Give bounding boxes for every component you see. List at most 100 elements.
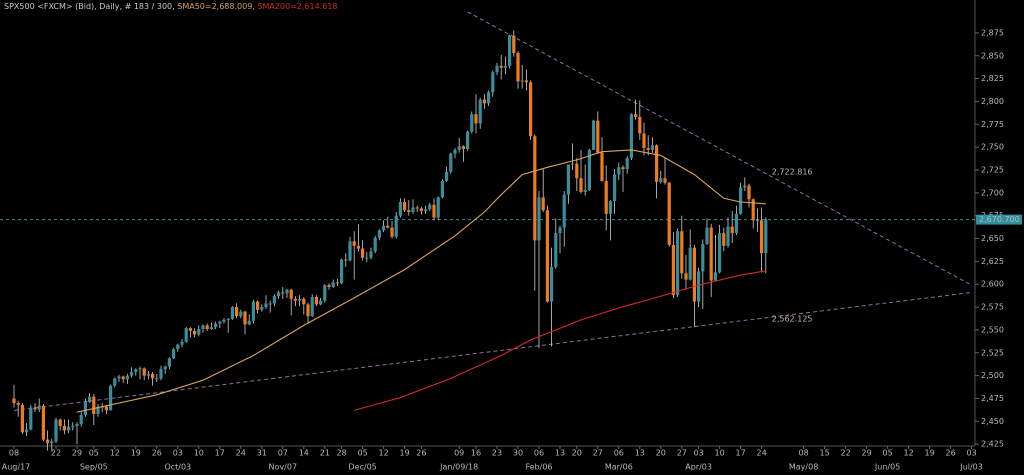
x-tick-label: 16 xyxy=(471,449,481,458)
x-major-label: Dec/05 xyxy=(348,463,376,472)
candle-body xyxy=(457,146,461,150)
x-tick-label: 12 xyxy=(379,449,389,458)
candle-body xyxy=(146,373,150,376)
x-tick-label: 19 xyxy=(400,449,410,458)
y-tick-label: 2,500 xyxy=(981,371,1004,380)
x-tick-label: 19 xyxy=(131,449,141,458)
candle-body xyxy=(235,307,239,317)
candle-body xyxy=(365,257,369,259)
candle-body xyxy=(159,369,163,379)
x-tick-label: 13 xyxy=(555,449,565,458)
x-tick-label: 31 xyxy=(257,449,267,458)
y-tick-label: 2,850 xyxy=(981,51,1004,60)
x-tick-label: 03 xyxy=(694,449,704,458)
candle-body xyxy=(222,319,226,322)
candle-body xyxy=(625,158,629,170)
candle-body xyxy=(369,251,373,258)
candle-body xyxy=(41,405,45,440)
trendline-label: 2,562.125 xyxy=(772,314,813,323)
candle-body xyxy=(415,207,419,209)
candle-body xyxy=(613,174,617,202)
candle-body xyxy=(340,259,344,284)
candle-body xyxy=(512,35,516,54)
candle-body xyxy=(734,213,738,234)
y-tick-label: 2,800 xyxy=(981,97,1004,106)
x-tick-label: 30 xyxy=(513,449,523,458)
candle-body xyxy=(583,190,587,192)
candle-body xyxy=(251,301,255,321)
candle-body xyxy=(713,272,717,281)
candle-body xyxy=(579,178,583,192)
candle-body xyxy=(281,292,285,294)
x-tick-label: 22 xyxy=(51,449,61,458)
candle-body xyxy=(167,358,171,367)
candle-body xyxy=(260,307,264,310)
candle-body xyxy=(356,245,360,249)
candle-body xyxy=(121,376,125,380)
x-tick-label: 05 xyxy=(358,449,368,458)
candle-body xyxy=(684,273,688,280)
candle-body xyxy=(659,178,663,182)
x-tick-label: 26 xyxy=(152,449,162,458)
x-tick-label: 13 xyxy=(635,449,645,458)
candle-body xyxy=(688,247,692,280)
candle-body xyxy=(575,163,579,179)
candle-body xyxy=(419,208,423,212)
x-major-label: Mar/06 xyxy=(605,463,633,472)
candle-body xyxy=(566,164,570,195)
x-tick-label: 20 xyxy=(656,449,666,458)
candle-body xyxy=(554,233,558,267)
x-tick-label: 08 xyxy=(799,449,809,458)
x-tick-label: 27 xyxy=(677,449,687,458)
candle-body xyxy=(54,419,58,442)
last-price-label: 2,670.700 xyxy=(979,215,1020,224)
candle-body xyxy=(718,233,722,273)
candle-body xyxy=(331,282,335,287)
x-tick-label: 15 xyxy=(820,449,830,458)
candle-body xyxy=(646,148,650,150)
candle-body xyxy=(529,82,533,137)
candle-body xyxy=(739,187,743,214)
candle-body xyxy=(407,210,411,213)
candle-body xyxy=(188,328,192,331)
candle-body xyxy=(482,99,486,104)
candle-body xyxy=(83,402,87,415)
candle-body xyxy=(155,378,159,380)
x-tick-label: 17 xyxy=(736,449,746,458)
candle-body xyxy=(172,349,176,359)
candle-body xyxy=(495,65,499,73)
candle-body xyxy=(722,233,726,246)
candle-body xyxy=(650,145,654,150)
candle-body xyxy=(46,439,50,444)
candle-body xyxy=(390,227,394,237)
candle-body xyxy=(302,298,306,305)
candle-body xyxy=(243,311,247,325)
x-tick-label: 29 xyxy=(862,449,872,458)
candle-body xyxy=(201,325,205,330)
candle-body xyxy=(104,406,108,411)
x-tick-label: 12 xyxy=(110,449,120,458)
x-tick-label: 26 xyxy=(416,449,426,458)
candle-body xyxy=(327,285,331,287)
candle-body xyxy=(361,248,365,258)
candle-body xyxy=(230,307,234,319)
candle-body xyxy=(550,266,554,302)
x-tick-label: 09 xyxy=(454,449,464,458)
y-tick-label: 2,875 xyxy=(981,28,1004,37)
y-tick-label: 2,475 xyxy=(981,394,1004,403)
candle-body xyxy=(277,292,281,297)
candle-body xyxy=(62,425,66,431)
candle-body xyxy=(29,407,33,430)
candle-body xyxy=(424,209,428,212)
candle-body xyxy=(428,204,432,210)
x-major-label: Jul/03 xyxy=(959,463,983,472)
candle-body xyxy=(268,303,272,305)
candle-body xyxy=(176,344,180,350)
candle-body xyxy=(109,385,113,411)
candle-body xyxy=(310,297,314,317)
candle-body xyxy=(163,366,167,370)
candle-body xyxy=(226,318,230,320)
x-major-label: Apr/03 xyxy=(685,463,712,472)
x-tick-label: 28 xyxy=(337,449,347,458)
